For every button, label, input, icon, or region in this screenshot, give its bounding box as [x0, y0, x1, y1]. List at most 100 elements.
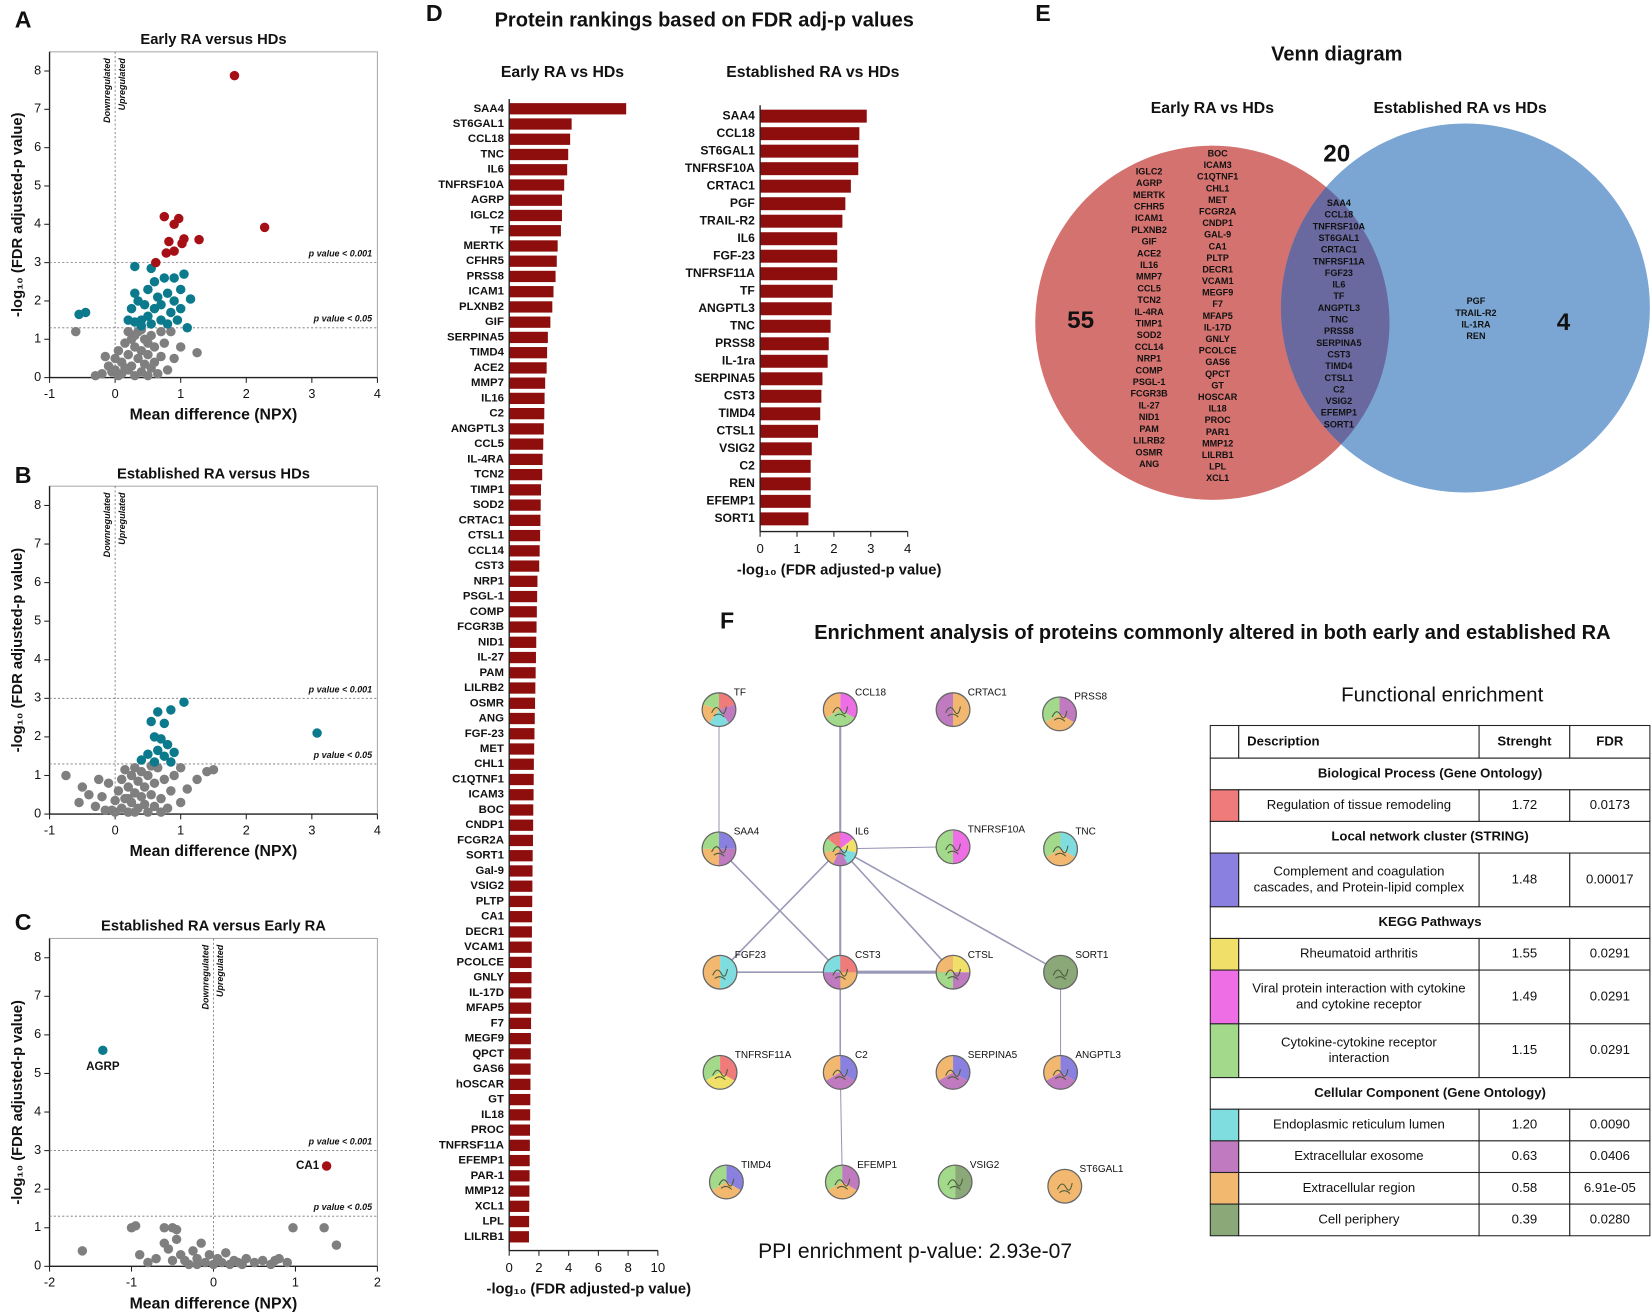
- y-tick-label: 6: [34, 1027, 41, 1041]
- point: [288, 1223, 298, 1233]
- network-node: [822, 831, 858, 867]
- point: [151, 257, 161, 268]
- node-segment: [711, 1181, 741, 1199]
- node-label: TIMD4: [741, 1160, 771, 1171]
- category-label: LPL: [482, 1216, 504, 1228]
- y-tick-label: 2: [34, 729, 41, 743]
- node-ring: [935, 829, 971, 865]
- bar: [509, 484, 542, 496]
- bar: [509, 514, 541, 526]
- category-label: ANGPTL3: [451, 423, 504, 435]
- y-tick-label: 3: [34, 1143, 41, 1157]
- category-label: TIMP1: [470, 484, 504, 496]
- description: Extracellular exosome: [1294, 1148, 1423, 1163]
- x-tick-label: 6: [595, 1260, 602, 1275]
- bar: [509, 606, 537, 618]
- category-label: TRAIL-R2: [700, 213, 755, 227]
- bar: [760, 459, 811, 473]
- bar: [760, 144, 859, 158]
- point: [166, 326, 176, 337]
- y-tick-label: 7: [34, 102, 41, 116]
- panel-label: E: [1035, 0, 1050, 26]
- x-tick-label: 3: [308, 387, 315, 401]
- point: [143, 770, 153, 781]
- category-label: TCN2: [474, 469, 504, 481]
- point: [185, 294, 196, 304]
- node-ring: [935, 1054, 971, 1090]
- fdr: 0.0291: [1590, 1042, 1630, 1057]
- point: [169, 770, 179, 781]
- node-ring: [822, 954, 858, 990]
- point: [282, 1257, 292, 1268]
- bar: [509, 209, 562, 222]
- category-label: SERPINA5: [694, 371, 755, 385]
- point: [110, 795, 120, 806]
- point: [159, 751, 170, 761]
- x-tick-label: 2: [535, 1260, 542, 1275]
- category-label: TF: [740, 283, 755, 297]
- network-node: [701, 692, 737, 728]
- fdr: 0.0406: [1590, 1148, 1630, 1163]
- bar: [509, 865, 533, 877]
- point: [162, 319, 173, 329]
- table-cell: [1238, 1140, 1480, 1174]
- table-cell: [1569, 937, 1651, 971]
- category-label: IL6: [487, 164, 503, 176]
- bar: [509, 1139, 530, 1151]
- bar: [509, 103, 627, 115]
- venn-item: REN: [1466, 331, 1485, 341]
- node-label: EFEMP1: [857, 1160, 897, 1171]
- point: [153, 369, 163, 379]
- x-tick-label: 1: [177, 387, 184, 401]
- threshold-label: p value < 0.05: [313, 1202, 374, 1212]
- point: [146, 790, 156, 800]
- category-label: GNLY: [473, 972, 504, 984]
- x-axis-label: Mean difference (NPX): [130, 843, 298, 860]
- point: [123, 315, 133, 325]
- category-label: EFEMP1: [458, 1155, 504, 1167]
- category-label: SOD2: [473, 499, 504, 511]
- y-tick-label: 1: [34, 768, 41, 782]
- point: [196, 1238, 206, 1248]
- point: [146, 716, 156, 727]
- point: [162, 365, 173, 375]
- venn-item: IL18: [1209, 404, 1227, 414]
- category-label: MMP12: [465, 1185, 504, 1197]
- table-cell: [1209, 757, 1651, 791]
- node-ring: [824, 1164, 860, 1200]
- description: cascades, and Protein-lipid complex: [1254, 879, 1465, 894]
- panel-label: C: [15, 909, 32, 935]
- node-ring: [1043, 1054, 1079, 1090]
- x-tick-label: 2: [374, 1276, 381, 1290]
- venn-item: IL-4RA: [1135, 307, 1165, 317]
- point: [204, 1250, 215, 1260]
- network-node: [935, 692, 971, 728]
- threshold-label: p value < 0.05: [313, 314, 374, 324]
- point: [97, 791, 107, 802]
- point: [77, 782, 88, 792]
- point: [90, 370, 101, 381]
- bar: [509, 941, 532, 953]
- bar: [509, 468, 543, 481]
- venn-item: MERTK: [1133, 190, 1166, 200]
- chart-title: Established RA versus HDs: [117, 466, 310, 482]
- fdr: 0.0090: [1590, 1117, 1630, 1132]
- x-tick-label: 4: [904, 541, 911, 556]
- x-tick-label: 2: [243, 823, 250, 837]
- point: [172, 315, 183, 325]
- bar: [509, 712, 535, 725]
- point: [319, 1223, 329, 1233]
- category-label: CFHR5: [466, 255, 505, 267]
- x-tick-label: 0: [506, 1260, 513, 1275]
- bar: [760, 302, 832, 316]
- point: [192, 347, 202, 358]
- bar: [509, 1078, 531, 1091]
- venn-item: EFEMP1: [1321, 408, 1357, 418]
- category-label: ST6GAL1: [453, 118, 505, 130]
- bar: [509, 1215, 530, 1228]
- category-label: DECR1: [465, 926, 504, 938]
- category-label: IL16: [481, 392, 504, 404]
- node-structure: [1051, 710, 1068, 722]
- color-swatch: [1209, 1140, 1240, 1174]
